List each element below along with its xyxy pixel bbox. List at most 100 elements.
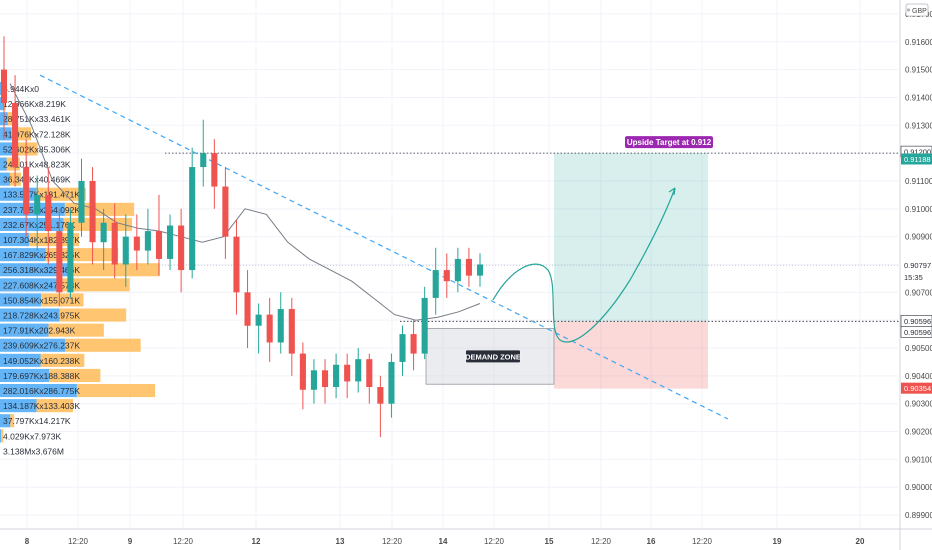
volume-bar-sell	[0, 293, 42, 307]
candle-body	[89, 180, 96, 243]
volume-bar-sell	[0, 97, 4, 111]
volume-bar-sell	[0, 82, 2, 96]
volume-profile-label: 227.608Kx247.573K	[3, 280, 80, 290]
time-tick-label: 15	[545, 537, 554, 546]
candle-body	[45, 194, 52, 232]
candle-body	[299, 353, 306, 390]
candle-body	[355, 359, 362, 382]
volume-bar-sell	[0, 308, 60, 322]
time-tick-label: 12:20	[591, 537, 612, 546]
candle-body	[377, 387, 384, 404]
profit-target-zone	[554, 153, 708, 322]
price-label-text: 0.91188	[904, 155, 931, 164]
volume-profile-label: 4.029Kx7.973K	[3, 431, 61, 441]
volume-profile-label: 218.728Kx243.975K	[3, 311, 80, 321]
currency-badge[interactable]: GBP	[905, 3, 929, 17]
volume-bar-buy	[49, 368, 101, 382]
price-tick-label: 0.91600	[905, 38, 932, 47]
time-tick-label: 9	[128, 537, 133, 546]
time-axis[interactable]: 8 12:20 9 12:20 12 13 12:20 14 12:20 15 12:20 16 12:…	[25, 537, 865, 546]
time-tick-label: 12:20	[173, 537, 194, 546]
candle-body	[189, 167, 196, 271]
time-tick-label: 12:20	[692, 537, 713, 546]
candle	[310, 359, 317, 404]
candle-body	[465, 258, 472, 276]
volume-profile-label: 133.527Kx181.471K	[3, 190, 80, 200]
price-label-badge	[901, 271, 932, 283]
demand-zone-badge	[466, 350, 520, 363]
trend-lines	[9, 74, 729, 420]
time-tick-label: 12:20	[382, 537, 403, 546]
volume-profile-label: 177.91Kx202.943K	[3, 326, 76, 336]
candle	[299, 342, 306, 410]
candle-body	[0, 69, 8, 104]
candle	[89, 167, 96, 265]
candle	[410, 320, 417, 371]
time-tick-label: 16	[647, 537, 656, 546]
volume-bar-buy	[10, 414, 15, 428]
volume-profile-label: 150.854Kx155.071K	[3, 295, 80, 305]
candle-body	[321, 370, 329, 388]
time-tick-label: 13	[336, 537, 345, 546]
volume-bar-buy	[29, 233, 80, 247]
volume-bar-sell	[0, 384, 77, 398]
price-tick-label: 0.91500	[905, 66, 932, 75]
price-label-badge	[901, 382, 932, 394]
upside-target-label: Upside Target at 0.912	[627, 138, 712, 147]
candle	[388, 353, 395, 418]
volume-bar-buy	[36, 399, 73, 413]
volume-bar-sell	[0, 142, 15, 156]
volume-bar-sell	[0, 338, 66, 352]
candle-body	[266, 314, 273, 343]
candle	[111, 203, 118, 279]
candle	[355, 348, 362, 393]
time-tick-label: 12	[252, 537, 261, 546]
candle-body	[310, 370, 317, 390]
projected-price-path	[492, 187, 676, 343]
price-label-text: 0.91200	[904, 148, 931, 157]
candle-body	[443, 270, 450, 282]
candle-body	[366, 359, 373, 388]
price-axis[interactable]: 0.89900 0.90000 0.90100 0.90200 0.90300 0.904…	[900, 10, 932, 520]
price-tick-label: 0.89900	[905, 511, 932, 520]
volume-profile-label: 167.829Kx265.326K	[3, 250, 80, 260]
candle	[465, 247, 472, 287]
candle-body	[34, 194, 41, 215]
candle-body	[432, 270, 439, 298]
candle-body	[388, 361, 395, 404]
candle-body	[476, 264, 484, 276]
annotations: Upside Target at 0.912 DEMAND ZONE	[465, 136, 713, 363]
volume-bar-sell	[0, 233, 30, 247]
volume-bar-sell	[0, 429, 2, 443]
volume-bar-sell	[0, 248, 46, 262]
price-tick-label: 0.91400	[905, 93, 932, 102]
volume-bar-buy	[48, 323, 104, 337]
price-tick-label: 0.90900	[905, 233, 932, 242]
candle-body	[144, 231, 151, 251]
candle-body	[421, 297, 428, 354]
currency-label: GBP	[912, 8, 927, 15]
candle	[255, 303, 262, 354]
candle-body	[288, 309, 295, 354]
volume-profile-label: 52.602Kx85.306K	[3, 144, 71, 154]
volume-bar-buy	[3, 97, 6, 111]
candle-body	[344, 364, 351, 382]
candle	[476, 253, 484, 287]
time-tick-label: 20	[856, 537, 865, 546]
volume-profile-label: 237.785Kx254.092K	[3, 205, 80, 215]
descending-trendline	[39, 74, 729, 420]
candle	[421, 286, 428, 360]
volume-profile-label: 256.318Kx329.466K	[3, 265, 80, 275]
moving-average-line	[9, 83, 481, 321]
candle-body	[200, 153, 207, 168]
price-tick-label: 0.90300	[905, 400, 932, 409]
volume-profile-label: 232.67Kx251.176K	[3, 220, 76, 230]
demand-zone-label: DEMAND ZONE	[465, 352, 521, 361]
candle	[78, 158, 85, 237]
time-tick-label: 12:20	[484, 537, 505, 546]
candles	[0, 36, 484, 438]
volume-profile: 5.944Kx0 12.966Kx8.219K 28.751Kx33.461K 41.…	[0, 82, 160, 456]
candle-body	[122, 236, 129, 265]
volume-profile-label: 41.976Kx72.128K	[3, 129, 71, 139]
